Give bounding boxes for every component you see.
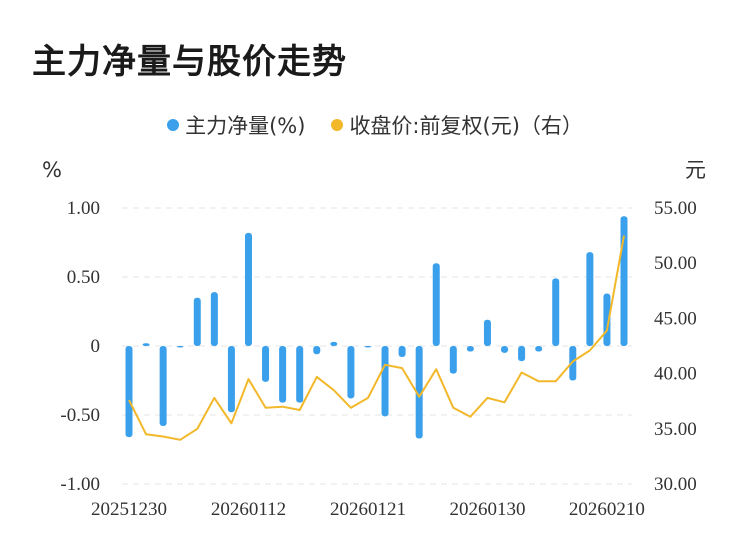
net-flow-bar[interactable] bbox=[398, 346, 406, 358]
net-flow-bar[interactable] bbox=[586, 252, 594, 346]
line-layer bbox=[128, 235, 625, 441]
net-flow-bar[interactable] bbox=[501, 346, 509, 353]
x-tick-label: 20260112 bbox=[211, 499, 286, 520]
net-flow-bar[interactable] bbox=[535, 346, 543, 352]
close-price-line[interactable] bbox=[128, 235, 625, 441]
net-flow-bar[interactable] bbox=[125, 346, 133, 438]
y-right-tick-label: 50.00 bbox=[654, 253, 697, 274]
legend-item-close-price[interactable]: 收盘价:前复权(元)（右） bbox=[331, 110, 583, 140]
net-flow-bar[interactable] bbox=[159, 346, 167, 427]
net-flow-bar[interactable] bbox=[569, 346, 577, 381]
net-flow-bar[interactable] bbox=[227, 346, 235, 413]
net-flow-bar[interactable] bbox=[415, 346, 423, 439]
net-flow-bar[interactable] bbox=[296, 346, 304, 403]
net-flow-bar[interactable] bbox=[347, 346, 355, 399]
net-flow-bar[interactable] bbox=[432, 263, 440, 346]
y-left-tick-label: -1.00 bbox=[60, 474, 100, 495]
net-flow-bar[interactable] bbox=[466, 346, 474, 352]
legend-item-net-flow[interactable]: 主力净量(%) bbox=[167, 110, 305, 140]
legend-marker-net-flow bbox=[167, 119, 180, 131]
x-tick-label: 20251230 bbox=[91, 499, 167, 520]
y-right-tick-label: 30.00 bbox=[654, 474, 697, 495]
y-right-tick-label: 40.00 bbox=[654, 364, 697, 385]
y-right-tick-label: 35.00 bbox=[654, 419, 697, 440]
y-left-unit: % bbox=[42, 158, 62, 182]
chart-title: 主力净量与股价走势 bbox=[32, 42, 347, 82]
net-flow-bar[interactable] bbox=[518, 346, 526, 362]
net-flow-bar[interactable] bbox=[381, 346, 389, 417]
net-flow-bar[interactable] bbox=[142, 343, 150, 346]
x-tick-label: 20260210 bbox=[569, 499, 645, 520]
net-flow-bar[interactable] bbox=[330, 341, 338, 346]
x-tick-label: 20260121 bbox=[330, 499, 406, 520]
net-flow-bar[interactable] bbox=[210, 292, 218, 346]
axis-layer: 1.00 0.50 0 -0.50 -1.00 55.00 50.00 45.00 40.00 3… bbox=[60, 198, 696, 520]
net-flow-bar[interactable] bbox=[193, 297, 201, 346]
net-flow-bar[interactable] bbox=[313, 346, 321, 355]
net-flow-bar[interactable] bbox=[279, 346, 287, 403]
y-left-tick-label: 1.00 bbox=[67, 198, 100, 219]
legend-label-net-flow: 主力净量(%) bbox=[185, 114, 306, 138]
net-flow-bar[interactable] bbox=[483, 319, 491, 346]
net-flow-bar[interactable] bbox=[262, 346, 270, 382]
net-flow-bar[interactable] bbox=[449, 346, 457, 374]
y-right-tick-label: 55.00 bbox=[654, 198, 697, 219]
net-flow-bar[interactable] bbox=[552, 278, 560, 346]
legend-marker-close-price bbox=[331, 119, 344, 131]
y-right-tick-label: 45.00 bbox=[654, 308, 697, 329]
x-tick-label: 20260130 bbox=[449, 499, 525, 520]
y-right-unit: 元 bbox=[685, 158, 706, 182]
y-left-tick-label: 0.50 bbox=[67, 267, 100, 288]
y-left-tick-label: 0 bbox=[91, 336, 101, 357]
legend: 主力净量(%) 收盘价:前复权(元)（右） bbox=[0, 110, 750, 140]
legend-label-close-price: 收盘价:前复权(元)（右） bbox=[349, 114, 583, 138]
net-flow-bar[interactable] bbox=[364, 346, 372, 348]
net-flow-bar[interactable] bbox=[176, 346, 184, 348]
bar-layer bbox=[125, 216, 628, 439]
grid-layer bbox=[122, 207, 632, 485]
y-left-tick-label: -0.50 bbox=[60, 405, 100, 426]
net-flow-bar[interactable] bbox=[244, 232, 252, 346]
